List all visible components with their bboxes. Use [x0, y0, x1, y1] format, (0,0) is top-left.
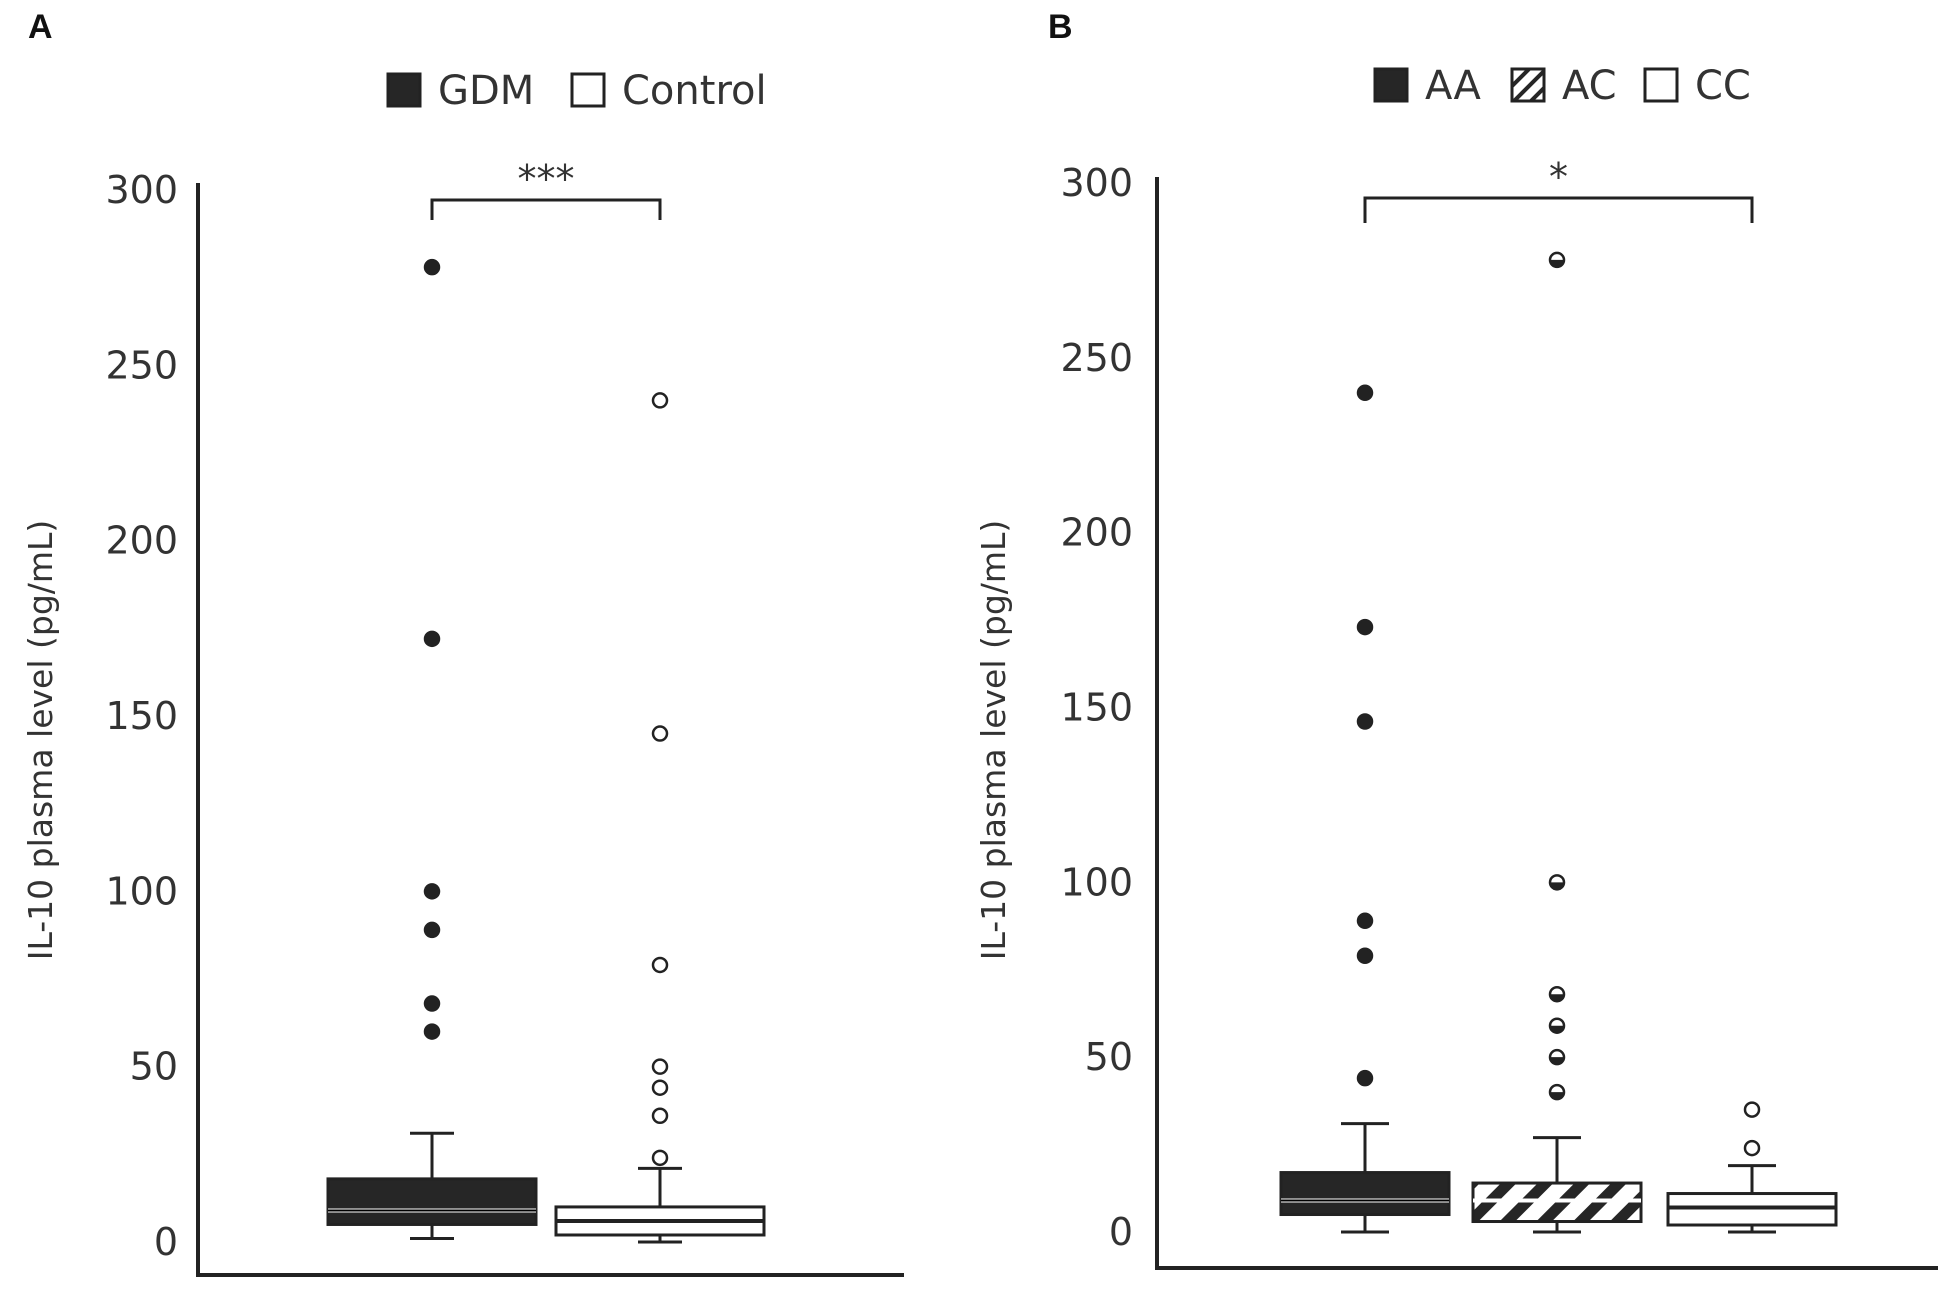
panel-a-control-outlier	[651, 725, 669, 742]
panel-b-y-tick-label: 50	[1085, 1035, 1133, 1079]
panel-a-y-ticks: 0 50 100 150 200 250 300	[105, 168, 178, 1264]
panel-a-control-outlier	[651, 1149, 669, 1167]
panel-a-legend-swatch-gdm	[386, 72, 422, 108]
panel-b-marks: *	[1279, 155, 1838, 1234]
panel-a-label: A	[28, 8, 53, 46]
panel-a-significance-label: ***	[518, 157, 575, 201]
panel-a-legend-swatch-control	[570, 72, 606, 108]
panel-b-cc-outlier	[1743, 1139, 1761, 1157]
panel-b-y-ticks: 0 50 100 150 200 250 300	[1060, 161, 1133, 1254]
panel-a-y-axis-label: IL-10 plasma level (pg/mL)	[21, 520, 60, 961]
panel-a-significance-bracket	[430, 198, 662, 220]
panel-a-y-tick-label: 0	[154, 1220, 178, 1264]
panel-b: B AA AC CC IL-10 plasma level (pg/mL) 0 50 1…	[974, 8, 1938, 1270]
panel-b-y-tick-label: 100	[1060, 860, 1133, 904]
panel-b-y-tick-label: 0	[1109, 1210, 1133, 1254]
panel-a-legend: GDM Control	[386, 68, 767, 114]
panel-b-legend-swatch-ac	[1510, 67, 1546, 103]
panel-b-y-tick-label: 150	[1060, 686, 1133, 730]
panel-b-label: B	[1048, 8, 1073, 46]
panel-a-control-outlier	[651, 1107, 669, 1125]
panel-b-cc-outlier	[1743, 1101, 1761, 1118]
panel-a-control-outlier	[651, 392, 669, 409]
panel-b-legend-label-ac: AC	[1562, 63, 1617, 109]
panel-a-gdm-outlier	[423, 921, 441, 939]
panel-b-ac-outlier-half	[1550, 1025, 1564, 1033]
panel-a-y-tick-label: 50	[130, 1045, 178, 1089]
panel-a-y-tick-label: 100	[105, 869, 178, 913]
panel-b-ac-outlier-half	[1550, 994, 1564, 1002]
panel-a-y-tick-label: 150	[105, 694, 178, 738]
panel-a-gdm-outlier	[423, 995, 441, 1012]
panel-b-aa-outlier	[1356, 618, 1374, 636]
panel-b-legend-label-aa: AA	[1425, 63, 1481, 109]
panel-a-axes	[196, 183, 904, 1277]
panel-b-aa-box	[1279, 1171, 1451, 1217]
panel-b-aa-outlier	[1356, 1069, 1374, 1087]
panel-a-y-tick-label: 250	[105, 343, 178, 387]
panel-a-marks: ***	[326, 157, 766, 1244]
panel-b-ac-outlier-half	[1550, 1057, 1564, 1065]
panel-a-y-tick-label: 300	[105, 168, 178, 212]
panel-b-y-tick-label: 250	[1060, 336, 1133, 380]
panel-b-aa-outlier	[1356, 947, 1374, 965]
panel-b-aa-outlier	[1356, 912, 1374, 930]
panel-b-legend-swatch-aa	[1373, 67, 1409, 103]
panel-a-control-outlier	[651, 1079, 669, 1096]
panel-b-axes	[1155, 177, 1938, 1270]
panel-b-aa-outlier	[1356, 713, 1374, 730]
panel-b-y-tick-label: 300	[1060, 161, 1133, 205]
panel-a-gdm-outlier	[423, 630, 441, 648]
panel-b-legend-label-cc: CC	[1695, 63, 1751, 109]
panel-a-control-outlier	[651, 1058, 669, 1075]
panel-b-significance-label: *	[1549, 155, 1568, 199]
panel-b-y-axis-label: IL-10 plasma level (pg/mL)	[974, 520, 1013, 961]
panel-a-gdm-outlier	[423, 258, 441, 276]
panel-b-aa-outlier	[1356, 384, 1374, 402]
panel-a-gdm-box	[326, 1177, 538, 1226]
panel-b-legend-swatch-cc	[1643, 67, 1679, 103]
panel-a-gdm-outlier	[423, 883, 441, 900]
panel-a-gdm-outlier	[423, 1023, 441, 1040]
panel-a-legend-label-control: Control	[622, 68, 767, 114]
panel-b-legend: AA AC CC	[1373, 63, 1751, 109]
panel-a-control-outlier	[651, 956, 669, 974]
panel-b-significance-bracket	[1363, 196, 1754, 223]
panel-b-ac-outlier-half	[1550, 1092, 1564, 1100]
panel-b-ac-outlier-half	[1550, 259, 1564, 267]
panel-a: A GDM Control IL-10 plasma level (pg/mL) …	[21, 8, 904, 1277]
panel-b-ac-outlier-half	[1550, 882, 1564, 890]
panel-b-y-tick-label: 200	[1060, 511, 1133, 555]
panel-a-y-tick-label: 200	[105, 519, 178, 563]
panel-a-legend-label-gdm: GDM	[438, 68, 534, 114]
